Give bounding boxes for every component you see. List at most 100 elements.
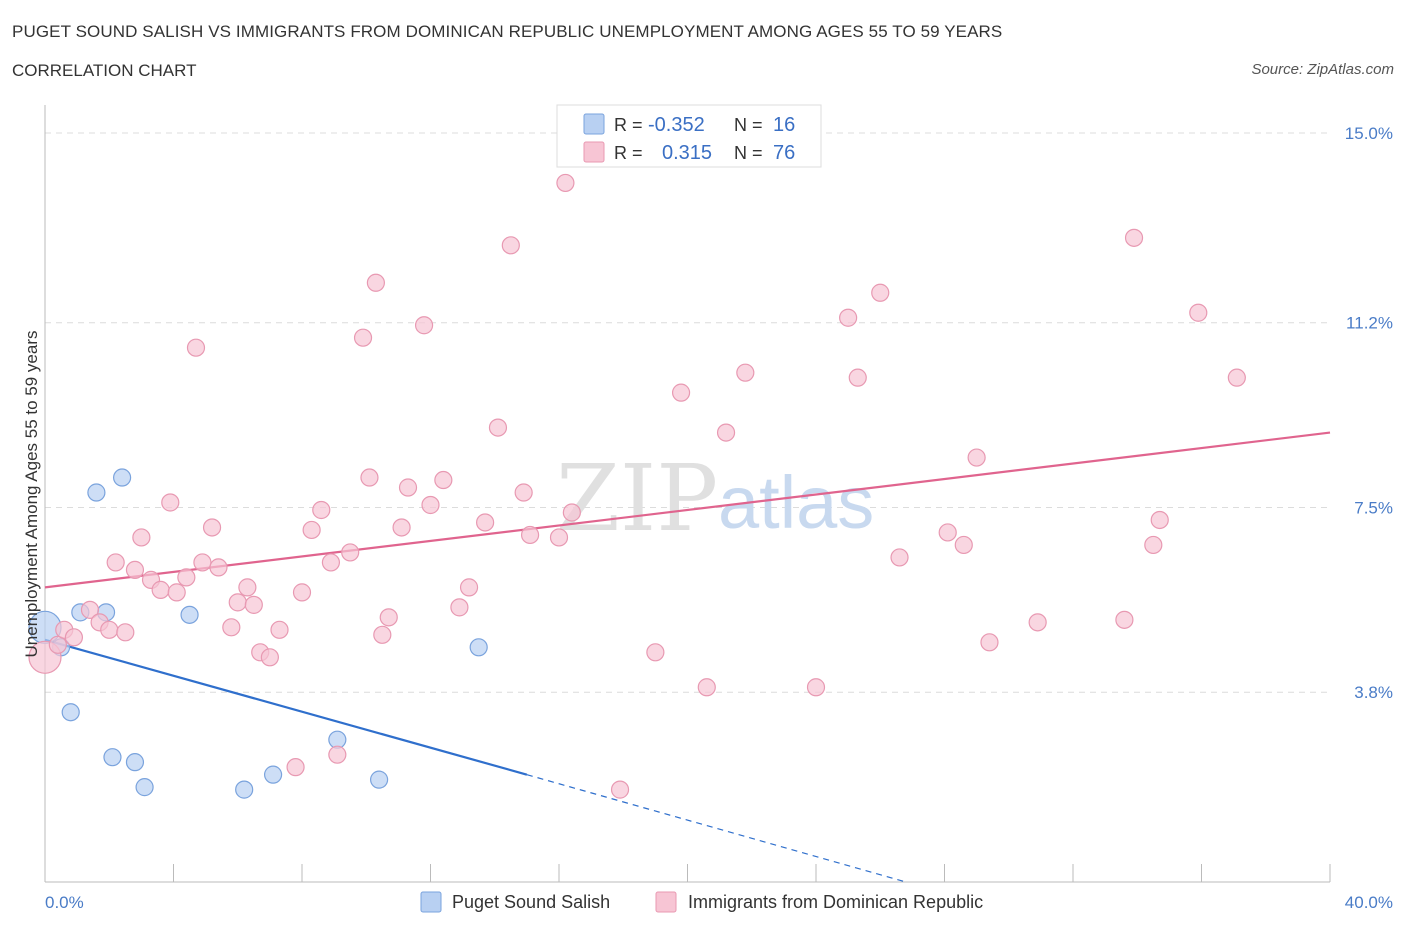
point-dominican-12 — [151, 580, 170, 599]
point-dominican-46 — [476, 513, 495, 532]
correlation-legend: R = -0.352 N = 16 R = 0.315 N = 76 — [556, 104, 822, 168]
point-dominican-32 — [328, 745, 347, 764]
point-dominican-51 — [556, 173, 575, 193]
point-dominican-10 — [132, 528, 151, 547]
watermark-zip: ZIP — [556, 445, 718, 552]
point-dominican-23 — [244, 595, 263, 614]
legend-n-value-2: 76 — [773, 142, 795, 164]
legend-r-value-2: 0.315 — [662, 142, 712, 164]
point-puget-11 — [235, 780, 254, 799]
watermark: ZIP atlas — [556, 445, 874, 552]
point-puget-8 — [125, 753, 145, 772]
point-puget-14 — [370, 770, 389, 789]
point-dominican-55 — [646, 643, 665, 662]
chart-subtitle: CORRELATION CHART — [12, 61, 197, 80]
point-dominican-27 — [286, 758, 305, 777]
point-puget-12 — [263, 765, 283, 784]
legend-label-dominican: Immigrants from Dominican Republic — [688, 892, 983, 912]
point-dominican-45 — [459, 578, 479, 597]
trend-line-dominican — [44, 431, 1331, 589]
point-dominican-3 — [64, 628, 84, 647]
point-dominican-18 — [202, 518, 222, 537]
legend-swatch-puget — [420, 891, 442, 913]
point-dominican-39 — [392, 518, 411, 537]
point-dominican-57 — [697, 678, 716, 697]
y-tick-label-0: 3.8% — [1354, 683, 1393, 702]
point-dominican-16 — [186, 338, 206, 357]
point-dominican-13 — [161, 493, 180, 512]
point-dominican-62 — [848, 368, 867, 387]
point-dominican-54 — [610, 780, 630, 799]
point-puget-9 — [135, 778, 154, 797]
legend-r-value-1: -0.352 — [648, 114, 705, 136]
point-dominican-64 — [890, 548, 909, 567]
y-tick-label-3: 15.0% — [1345, 124, 1393, 143]
point-dominican-52 — [549, 528, 569, 547]
legend-label-puget: Puget Sound Salish — [452, 892, 610, 912]
point-dominican-71 — [1124, 228, 1144, 247]
legend-r-label-2: R = — [614, 143, 643, 163]
y-tick-label-2: 11.2% — [1346, 314, 1393, 333]
point-dominican-49 — [514, 483, 533, 502]
point-dominican-53 — [562, 503, 581, 522]
point-dominican-40 — [398, 478, 418, 497]
trend-line-puget — [44, 638, 528, 776]
x-tick-label-1: 40.0% — [1345, 893, 1393, 912]
y-tick-label-1: 7.5% — [1354, 498, 1393, 517]
point-dominican-56 — [671, 383, 691, 402]
point-dominican-44 — [450, 598, 469, 617]
point-dominican-22 — [238, 578, 257, 597]
trend-lines — [44, 431, 1331, 883]
point-dominican-17 — [193, 553, 212, 572]
point-puget-6 — [103, 748, 122, 767]
point-dominican-35 — [360, 468, 379, 487]
point-puget-7 — [112, 468, 132, 487]
series-legend: Puget Sound Salish Immigrants from Domin… — [420, 891, 983, 913]
point-dominican-15 — [177, 568, 196, 587]
point-puget-15 — [469, 638, 488, 657]
chart-title: PUGET SOUND SALISH VS IMMIGRANTS FROM DO… — [12, 22, 1003, 41]
point-dominican-58 — [716, 423, 736, 442]
point-dominican-8 — [116, 623, 135, 642]
point-dominican-33 — [341, 543, 360, 562]
point-dominican-69 — [1028, 613, 1047, 632]
point-dominican-50 — [520, 525, 540, 545]
x-tick-label-0: 0.0% — [45, 893, 84, 912]
point-dominican-42 — [421, 495, 440, 515]
point-dominican-66 — [954, 535, 973, 555]
point-dominican-73 — [1150, 510, 1169, 530]
point-dominican-63 — [871, 283, 890, 302]
tick-labels: 3.8% 7.5% 11.2% 15.0% 0.0% 40.0% — [45, 124, 1393, 912]
point-dominican-25 — [260, 648, 279, 667]
data-points — [28, 173, 1246, 799]
point-dominican-30 — [312, 500, 331, 520]
y-axis-label: Unemployment Among Ages 55 to 59 years — [22, 331, 41, 658]
point-dominican-37 — [373, 625, 392, 644]
point-dominican-43 — [434, 470, 453, 490]
point-dominican-48 — [501, 236, 520, 255]
legend-n-label-1: N = — [734, 115, 763, 135]
point-dominican-28 — [292, 583, 312, 602]
point-dominican-67 — [967, 448, 986, 467]
point-dominican-34 — [353, 328, 373, 347]
point-dominican-31 — [321, 553, 341, 572]
legend-n-value-1: 16 — [773, 114, 795, 136]
point-dominican-36 — [366, 273, 385, 292]
point-dominican-68 — [980, 633, 999, 652]
point-dominican-9 — [125, 560, 145, 580]
point-dominican-1 — [48, 635, 67, 654]
point-puget-2 — [61, 703, 80, 722]
point-dominican-38 — [379, 608, 398, 627]
point-dominican-7 — [106, 553, 125, 572]
point-dominican-21 — [228, 593, 247, 612]
point-dominican-26 — [270, 620, 289, 639]
point-dominican-61 — [839, 308, 858, 327]
legend-swatch-dominican — [655, 891, 677, 913]
point-dominican-74 — [1189, 303, 1208, 322]
point-dominican-75 — [1227, 368, 1246, 387]
point-dominican-20 — [222, 618, 241, 637]
point-puget-4 — [87, 483, 106, 502]
point-dominican-72 — [1144, 535, 1163, 555]
legend-swatch-pink — [583, 141, 605, 163]
